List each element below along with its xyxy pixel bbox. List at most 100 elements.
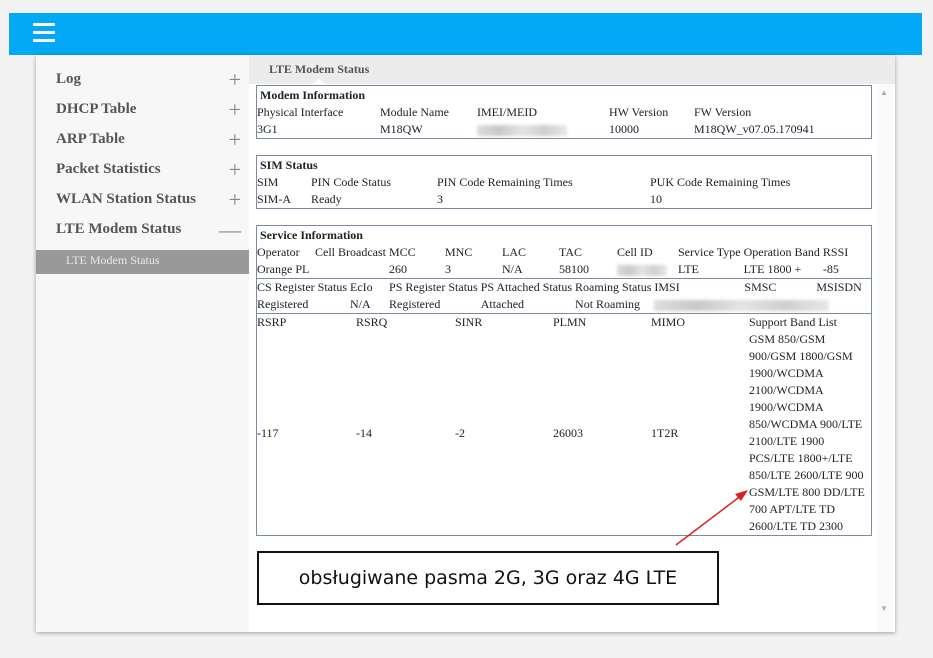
band-line: 850/LTE 2600/LTE 900: [749, 468, 864, 482]
ps-attached-value: Attached: [480, 297, 525, 311]
cell-id-blurred: [616, 264, 667, 276]
sidebar-item-packet-statistics[interactable]: Packet Statistics +: [56, 157, 241, 183]
section-title: Modem Information: [260, 88, 365, 102]
col-header: HW Version: [609, 105, 669, 119]
section-title: Service Information: [260, 228, 363, 242]
module-name-value: M18QW: [380, 122, 423, 136]
col-header: MSISDN: [816, 280, 862, 294]
plmn-value: 26003: [553, 425, 583, 440]
imei-blurred: [477, 124, 567, 136]
sidebar-item-label: ARP Table: [56, 131, 125, 147]
col-header: IMEI/MEID: [477, 105, 537, 119]
band-line: 2100/LTE 1900: [749, 434, 825, 448]
col-header: PS Attached Status: [480, 280, 573, 294]
table-row: SIM-A Ready 3 10: [257, 191, 871, 208]
modem-information-section: Modem Information Physical Interface Mod…: [256, 85, 872, 139]
col-header: MNC: [444, 245, 473, 259]
imsi-smsc-blurred: [654, 299, 830, 311]
sidebar-item-label: WLAN Station Status: [56, 191, 197, 207]
col-header: Operator: [257, 245, 300, 259]
col-header: MCC: [388, 245, 416, 259]
band-line: 850/WCDMA 900/LTE: [749, 417, 863, 431]
col-header: LAC: [501, 245, 526, 259]
sim-status-section: SIM Status SIM PIN Code Status PIN Code …: [256, 155, 872, 209]
operator-value: Orange PL: [257, 262, 310, 276]
sinr-value: -2: [455, 425, 465, 440]
puk-remaining-value: 10: [650, 192, 662, 206]
table-row: -117 -14 -2 26003 1T2R GSM 850/GSM 900/G…: [257, 331, 871, 535]
scroll-up-icon[interactable]: ▲: [880, 88, 888, 97]
ecio-value: N/A: [350, 297, 371, 311]
scrollbar[interactable]: ▲ ▼: [876, 84, 893, 632]
col-header: Support Band List: [749, 315, 838, 329]
tac-value: 58100: [558, 262, 589, 276]
table-row: Registered N/A Registered Attached Not R…: [257, 296, 871, 313]
plus-icon[interactable]: +: [228, 187, 241, 212]
col-header: SMSC: [744, 280, 777, 294]
col-header: PIN Code Remaining Times: [437, 175, 573, 189]
rssi-value: -85: [822, 262, 839, 276]
operation-band-value: LTE 1800 +: [743, 262, 802, 276]
mnc-value: 3: [444, 262, 451, 276]
top-bar: [9, 13, 922, 55]
hamburger-menu-icon[interactable]: [33, 23, 55, 43]
sidebar-item-arp-table[interactable]: ARP Table +: [56, 127, 241, 153]
tab-caret-icon: [313, 79, 325, 84]
band-line: 900/GSM 1800/GSM: [749, 349, 853, 363]
col-header: Physical Interface: [257, 105, 344, 119]
service-type-value: LTE: [677, 262, 699, 276]
sim-value: SIM-A: [257, 192, 292, 206]
table-row: 3G1 M18QW 10000 M18QW_v07.05.170941: [257, 121, 871, 138]
col-header: Cell ID: [616, 245, 653, 259]
col-header: Service Type: [677, 245, 741, 259]
pin-status-value: Ready: [311, 192, 342, 206]
annotation-callout: obsługiwane pasma 2G, 3G oraz 4G LTE: [257, 551, 719, 605]
band-line: 2600/LTE TD 2300: [749, 519, 844, 533]
sidebar-item-lte-modem-status[interactable]: LTE Modem Status —: [56, 217, 241, 243]
sidebar-item-wlan-station-status[interactable]: WLAN Station Status +: [56, 187, 241, 213]
scroll-down-icon[interactable]: ▼: [880, 604, 888, 613]
service-table-row1: Operator Cell Broadcast MCC MNC LAC TAC …: [257, 244, 871, 278]
col-header: FW Version: [694, 105, 752, 119]
ps-register-value: Registered: [389, 297, 441, 311]
sidebar-item-log[interactable]: Log +: [56, 67, 241, 93]
table-header-row: Physical Interface Module Name IMEI/MEID…: [257, 104, 871, 121]
sidebar-item-label: LTE Modem Status: [56, 221, 182, 237]
mcc-value: 260: [388, 262, 407, 276]
lac-value: N/A: [501, 262, 523, 276]
col-header: PLMN: [553, 315, 587, 329]
table-header-row: RSRP RSRQ SINR PLMN MIMO Support Band Li…: [257, 314, 871, 332]
col-header: IMSI: [654, 280, 680, 294]
col-header: PUK Code Remaining Times: [650, 175, 791, 189]
sidebar-item-dhcp-table[interactable]: DHCP Table +: [56, 97, 241, 123]
service-table-row3: RSRP RSRQ SINR PLMN MIMO Support Band Li…: [257, 313, 871, 535]
col-header: RSRQ: [356, 315, 388, 329]
sidebar-subitem-lte-modem-status[interactable]: LTE Modem Status: [36, 250, 249, 274]
tab-lte-modem-status[interactable]: LTE Modem Status: [269, 62, 370, 76]
col-header: Cell Broadcast: [315, 245, 386, 259]
support-band-list: GSM 850/GSM 900/GSM 1800/GSM 1900/WCDMA …: [749, 331, 871, 535]
table-header-row: Operator Cell Broadcast MCC MNC LAC TAC …: [257, 244, 871, 261]
plus-icon[interactable]: +: [228, 127, 241, 152]
col-header: RSSI: [822, 245, 849, 259]
table-row: Orange PL 260 3 N/A 58100 LTE LTE 1800 +…: [257, 261, 871, 278]
plus-icon[interactable]: +: [228, 67, 241, 92]
service-information-section: Service Information Operator Cell Broadc…: [256, 225, 872, 536]
col-header: PS Register Status: [389, 280, 478, 294]
col-header: CS Register Status: [257, 280, 348, 294]
minus-icon[interactable]: —: [219, 217, 241, 242]
plus-icon[interactable]: +: [228, 157, 241, 182]
service-table-row2: CS Register Status EcIo PS Register Stat…: [257, 278, 871, 313]
sidebar-item-label: Log: [56, 71, 82, 87]
table-header-row: CS Register Status EcIo PS Register Stat…: [257, 279, 871, 297]
modem-table: Physical Interface Module Name IMEI/MEID…: [257, 104, 871, 138]
plus-icon[interactable]: +: [228, 97, 241, 122]
col-header: Roaming Status: [575, 280, 652, 294]
col-header: MIMO: [651, 315, 686, 329]
col-header: PIN Code Status: [311, 175, 392, 189]
pin-remaining-value: 3: [437, 192, 443, 206]
col-header: SINR: [455, 315, 483, 329]
band-line: PCS/LTE 1800+/LTE: [749, 451, 853, 465]
hw-version-value: 10000: [609, 122, 639, 136]
